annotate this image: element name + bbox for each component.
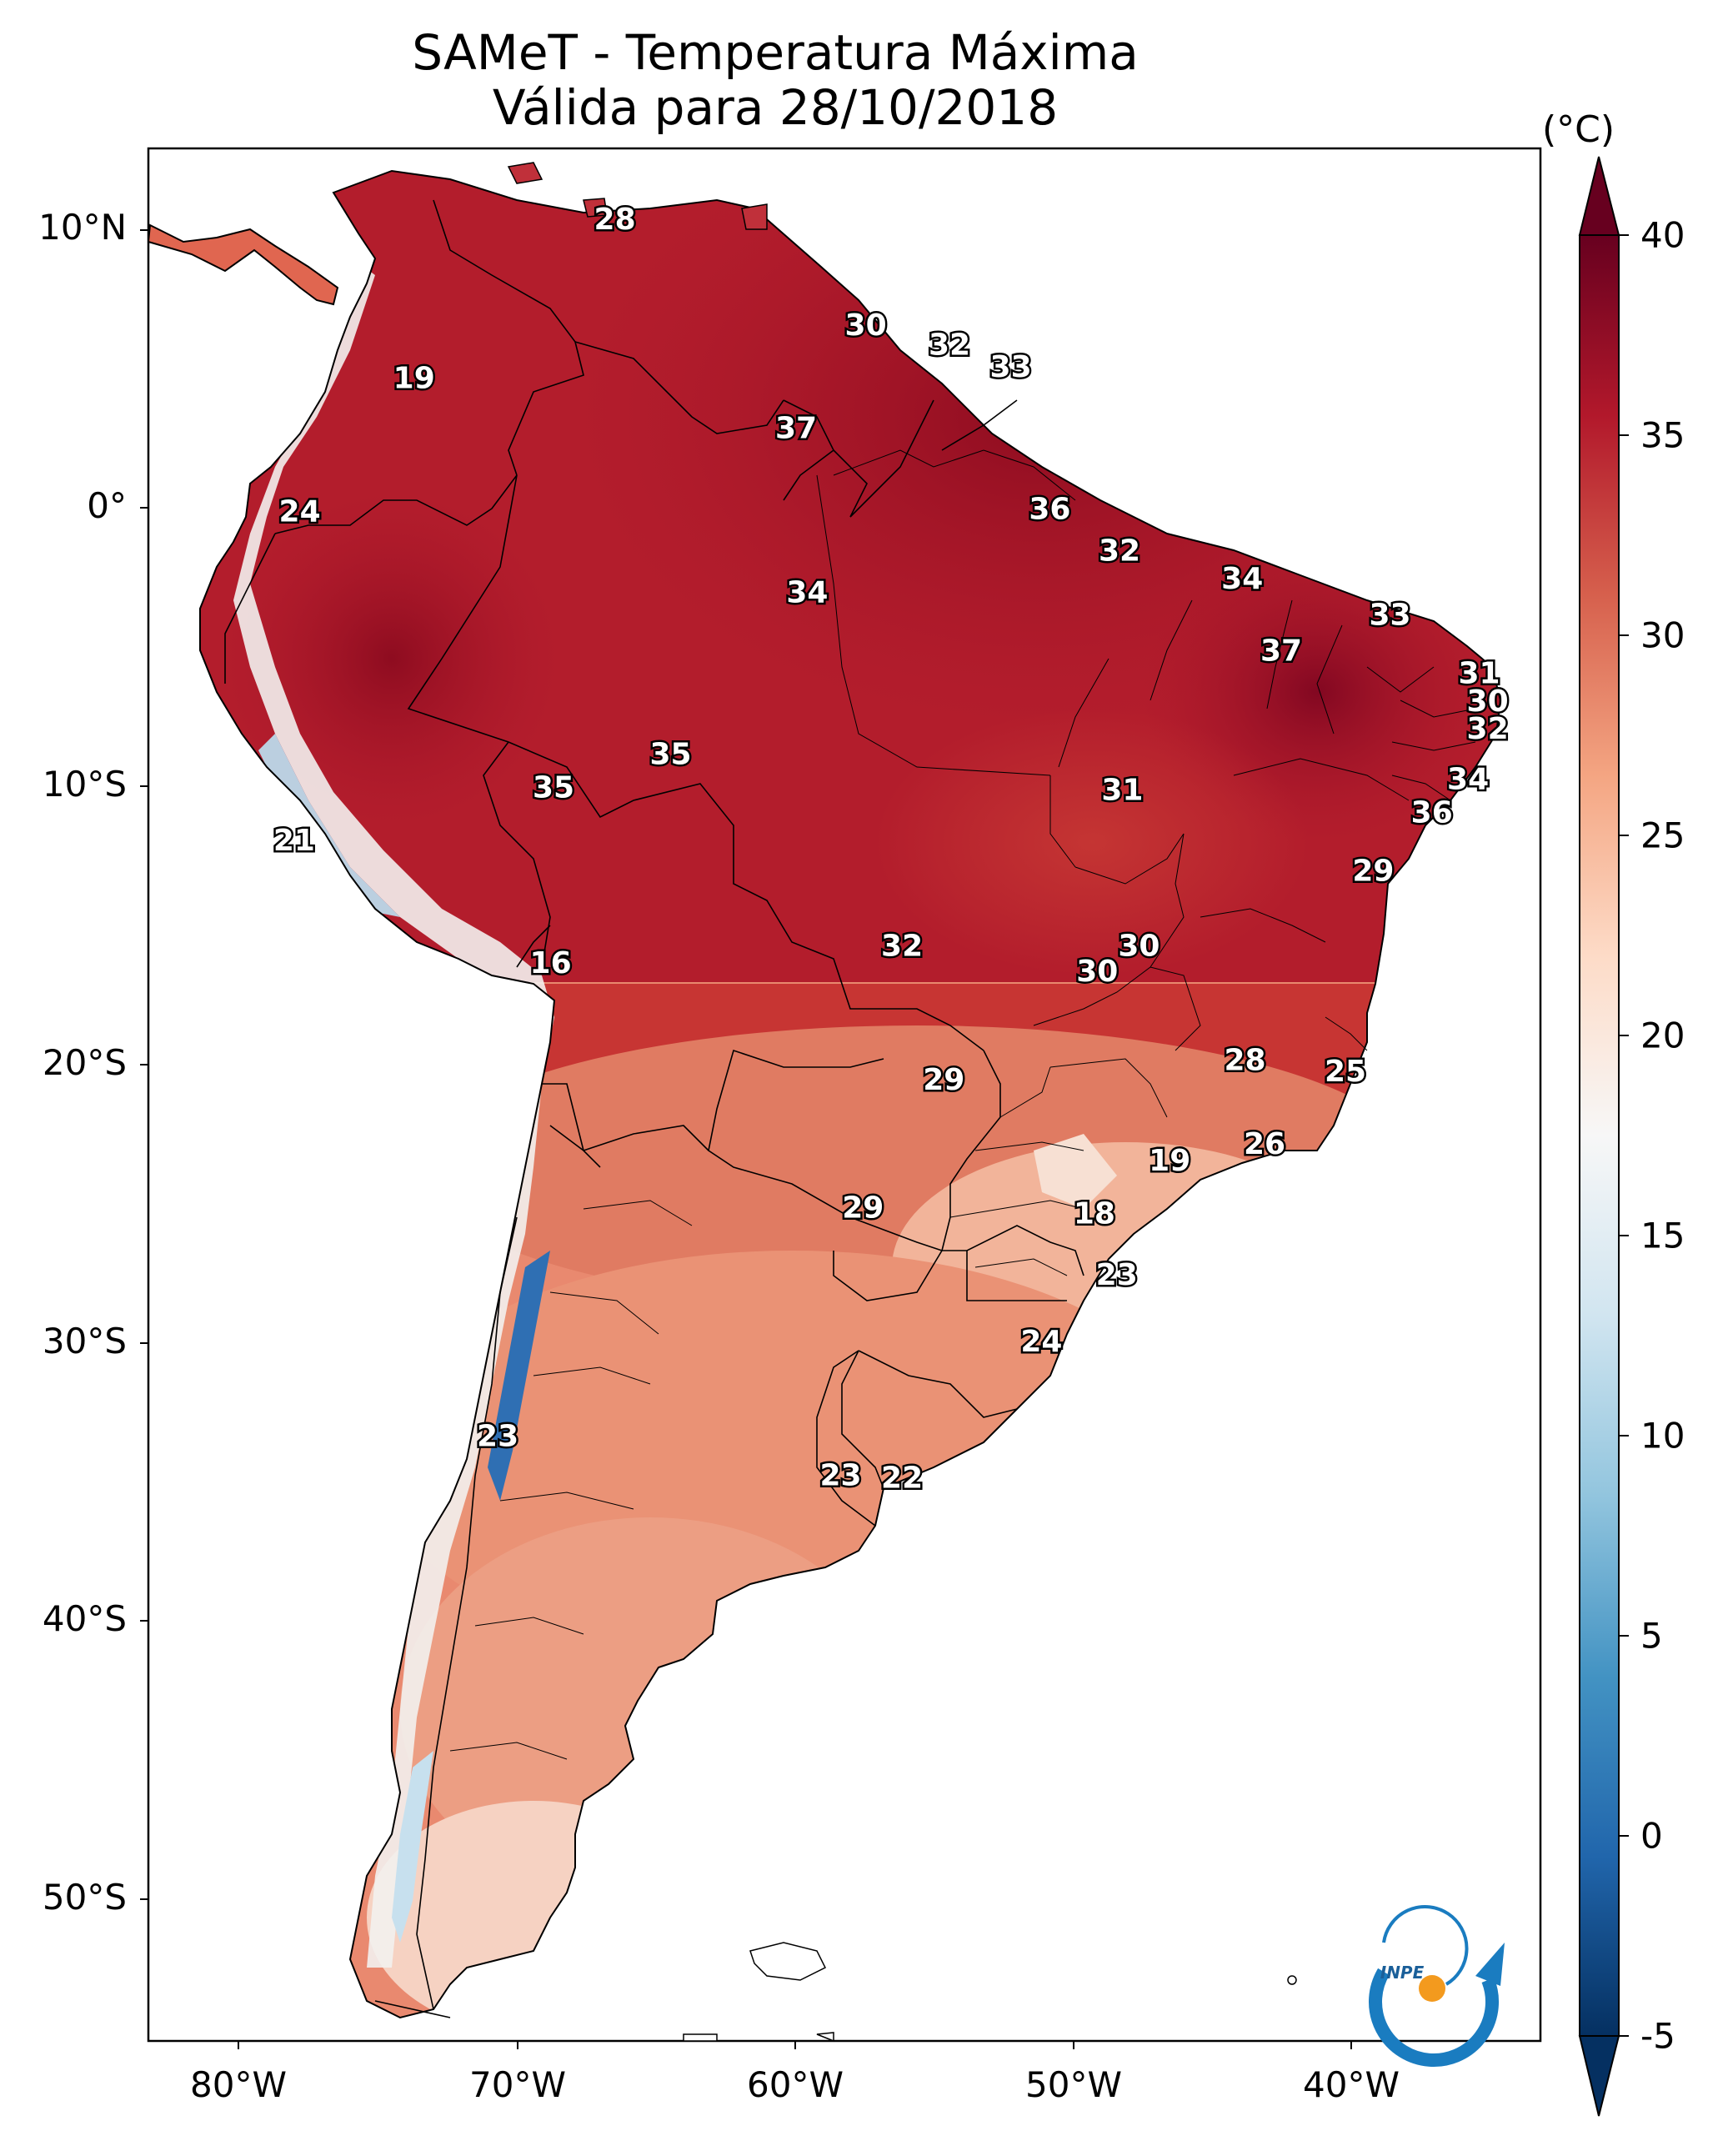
lat-label-10s: 10°S [42,764,127,805]
lat-label-30s: 30°S [42,1321,127,1361]
temperature-label: 16 [530,946,572,980]
temperature-label: 19 [1149,1144,1190,1178]
state-borders [449,449,1476,1760]
temperature-label: 22 [881,1462,923,1496]
colorbar-tick-40: 40 [1640,214,1685,256]
inpe-logo: INPE [1369,1905,1505,2067]
colorbar-tick-5: 5 [1640,1615,1663,1657]
lat-label-10n: 10°N [38,207,127,248]
temperature-label: 28 [1224,1044,1265,1078]
temperature-label: 32 [1467,712,1509,746]
temperature-label: 37 [775,412,817,446]
temperature-label: 34 [1221,562,1263,596]
map-title-line-2: Válida para 28/10/2018 [492,79,1059,136]
temperature-label: 29 [842,1191,884,1226]
colorbar-tick-20: 20 [1640,1015,1685,1056]
temperature-label: 26 [1244,1127,1285,1161]
coastline [199,169,1502,2019]
lon-label-60w: 60°W [747,2064,844,2105]
temperature-label: 33 [1369,598,1410,632]
logo-arrow-icon [1475,1943,1505,1986]
temperature-label: 31 [1458,656,1500,690]
colorbar-gradient [1579,234,1620,2037]
logo-arc-outer [1369,1968,1500,2067]
colorbar-tick-15: 15 [1640,1215,1685,1256]
colorbar-tick-10: 10 [1640,1415,1685,1457]
temperature-label: 32 [1099,534,1140,568]
temperature-label: 18 [1074,1196,1115,1231]
temperature-label: 23 [1096,1258,1138,1292]
lat-label-40s: 40°S [42,1598,127,1639]
map-title-line-1: SAMeT - Temperatura Máxima [412,24,1139,81]
logo-text: INPE [1380,1963,1425,1983]
temperature-label: 33 [990,350,1032,384]
colorbar-tick-0: 0 [1640,1815,1663,1857]
colorbar [1578,156,1629,2117]
logo-arc-inner [1382,1905,1469,1986]
lon-label-40w: 40°W [1303,2064,1400,2105]
lat-label-20s: 20°S [42,1042,127,1083]
temperature-label: 36 [1029,492,1070,526]
temperature-label: 30 [1467,684,1509,719]
country-borders [224,199,1084,2018]
colorbar-extend-min [1578,2035,1620,2117]
colorbar-tick-25: 25 [1640,815,1685,856]
colorbar-tick-minus5: -5 [1640,2015,1675,2057]
temperature-label: 29 [923,1063,964,1097]
temperature-label: 35 [649,737,691,771]
temperature-label: 30 [845,308,887,343]
temperature-label: 36 [1411,795,1453,830]
temperature-label: 30 [1118,930,1160,964]
lat-label-0: 0° [87,485,127,526]
colorbar-extend-max [1578,156,1620,236]
temperature-label: 24 [1020,1325,1062,1359]
colorbar-tick-35: 35 [1640,414,1685,456]
temperature-label: 32 [929,328,970,362]
colorbar-unit: (°C) [1542,108,1615,151]
lat-ticks [140,229,148,1900]
temperature-label: 30 [1076,955,1118,989]
lon-ticks [238,2041,1352,2049]
temperature-label: 19 [393,361,435,395]
temperature-label: 37 [1260,634,1302,669]
temperature-label: 21 [273,824,315,858]
islands [507,162,1297,2043]
temperature-label: 24 [279,495,321,529]
lon-label-50w: 50°W [1025,2064,1122,2105]
colorbar-tick-30: 30 [1640,614,1685,656]
temperature-label: 35 [533,770,574,805]
temperature-label: 34 [786,576,828,610]
central-america [147,223,339,306]
temperature-label: 34 [1447,762,1489,796]
temperature-label: 32 [881,930,923,964]
lon-label-80w: 80°W [190,2064,287,2105]
temperature-label: 28 [594,203,636,237]
temperature-label: 23 [819,1458,861,1492]
lat-label-50s: 50°S [42,1877,127,1918]
temperature-label: 29 [1352,855,1394,889]
logo-dot-icon [1419,1975,1445,2002]
temperature-label: 31 [1101,774,1143,808]
lon-label-70w: 70°W [469,2064,566,2105]
temperature-label: 23 [477,1420,518,1454]
temperature-label: 25 [1325,1055,1366,1089]
